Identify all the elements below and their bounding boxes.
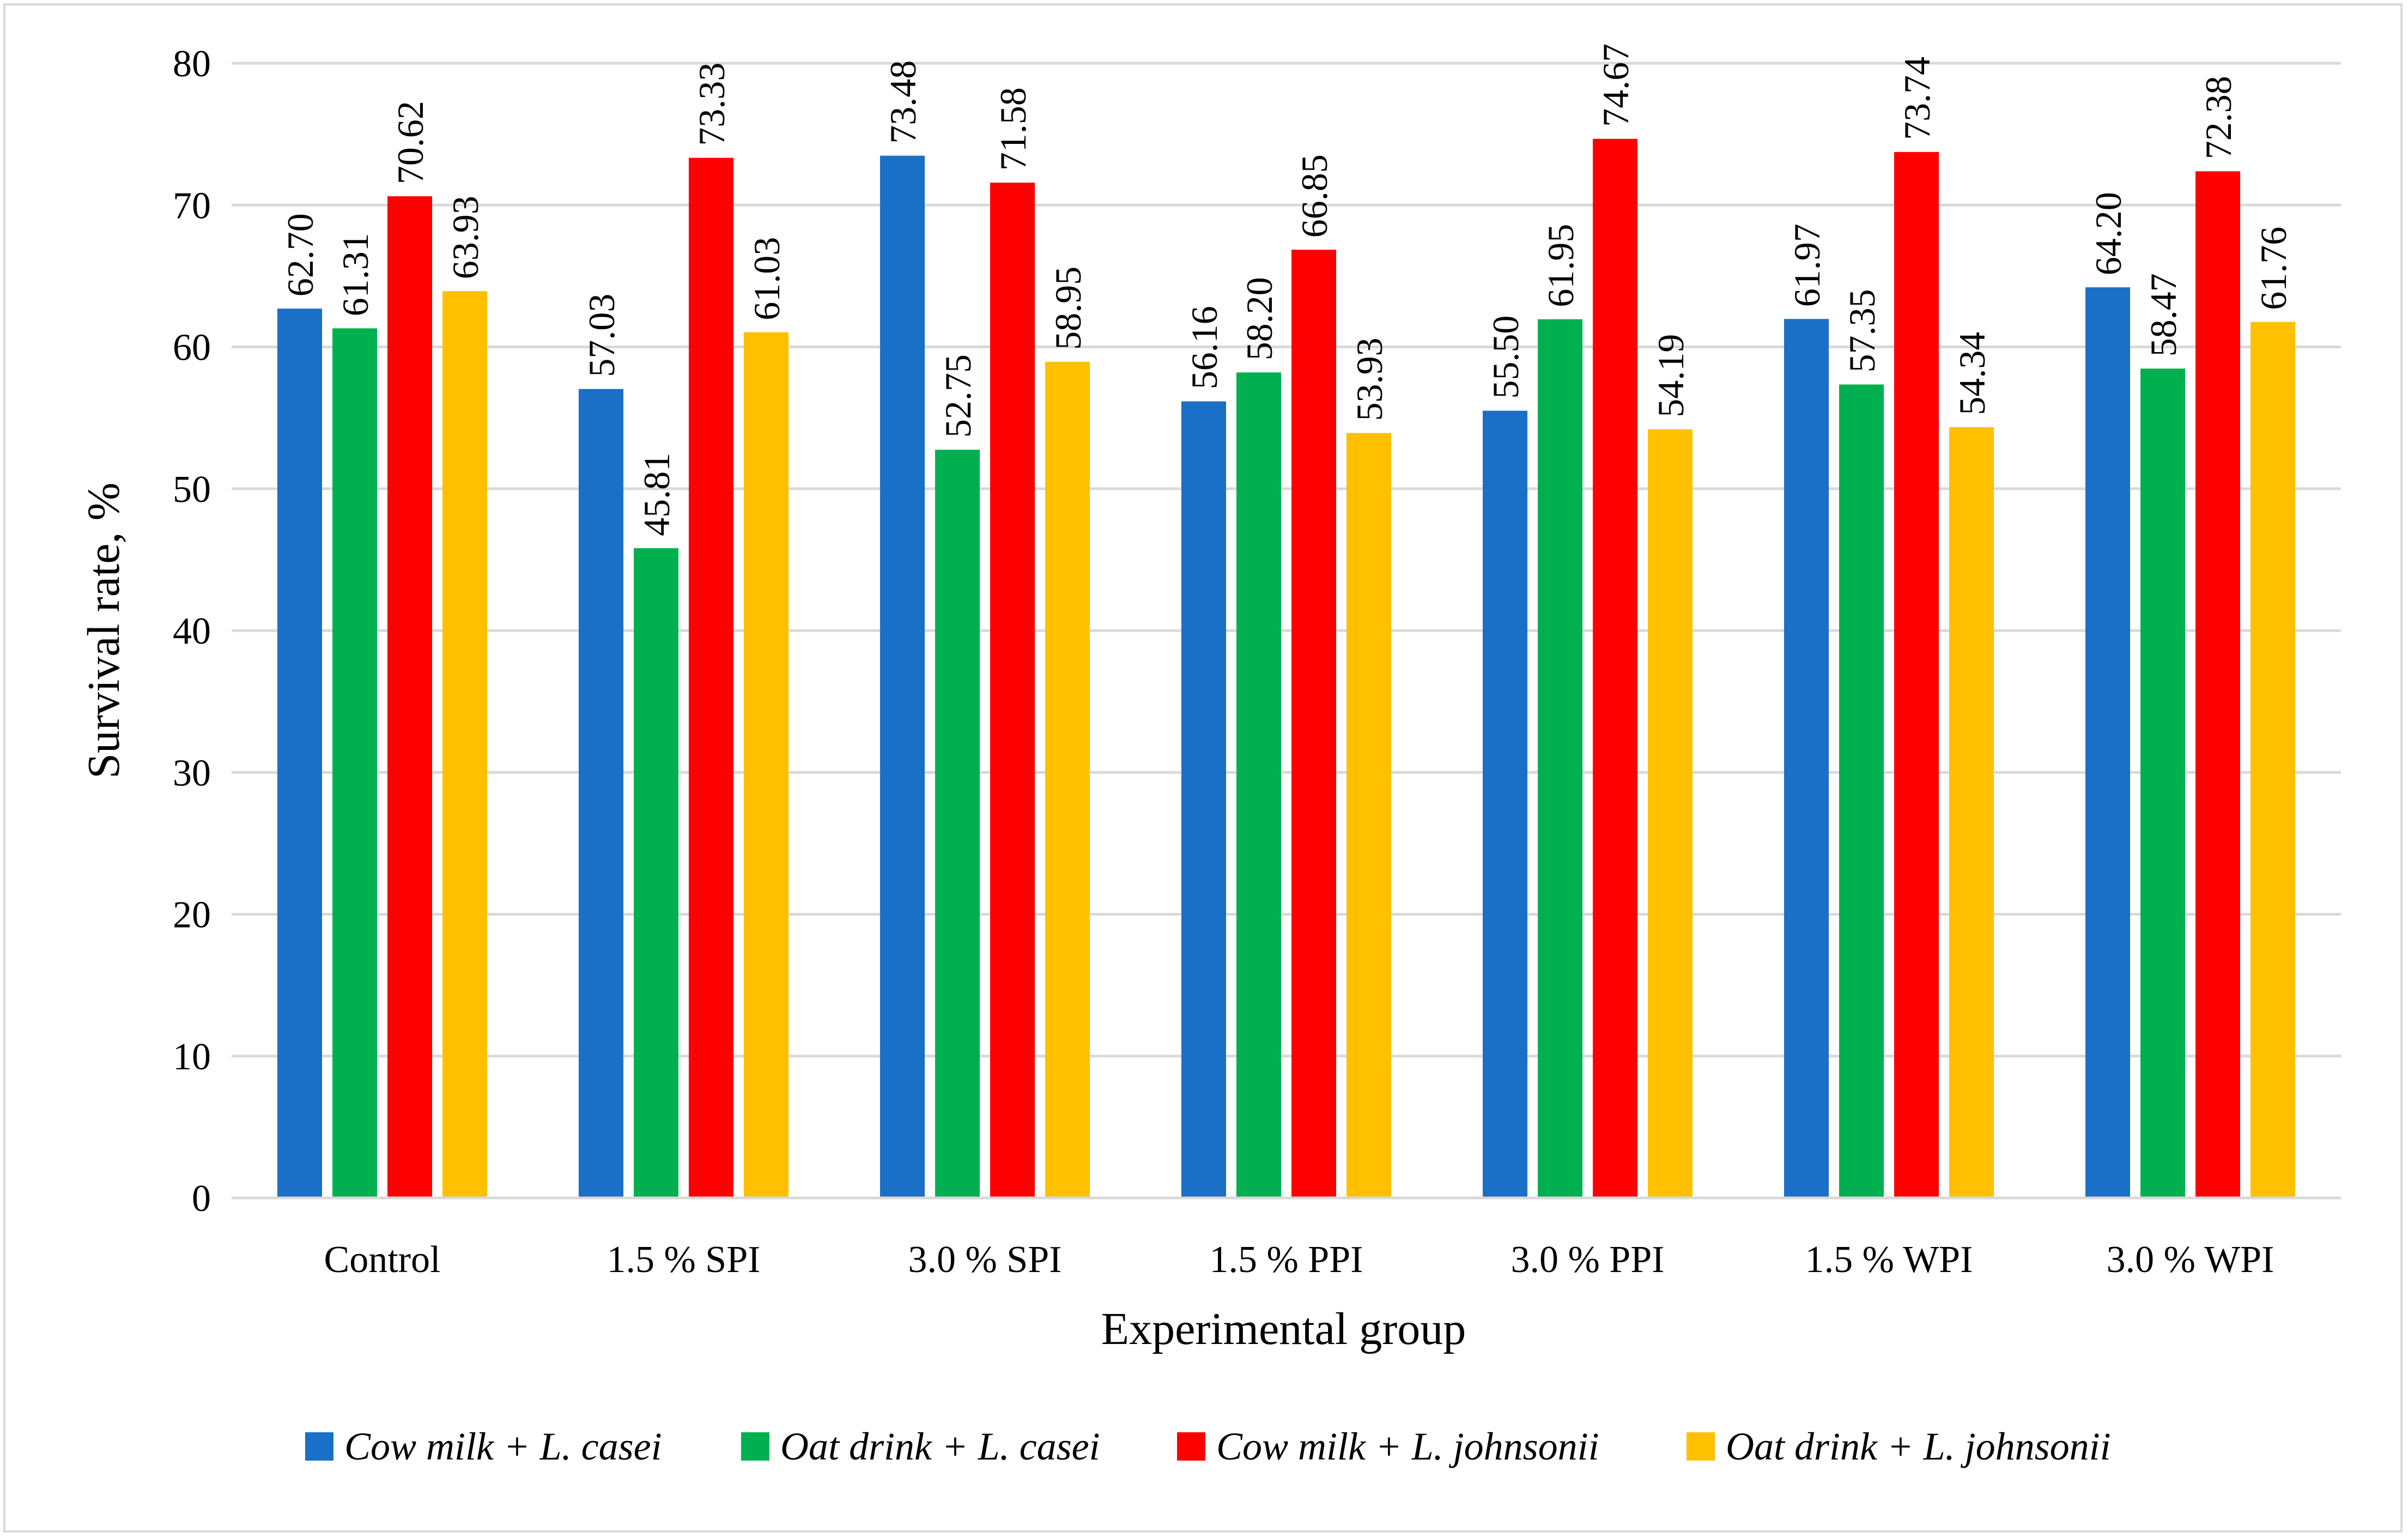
legend-label: Oat drink + L. johnsonii <box>1726 1425 2111 1468</box>
x-tick-label: 1.5 % PPI <box>1210 1239 1363 1281</box>
y-tick-label: 30 <box>173 752 211 794</box>
data-label: 72.38 <box>2198 76 2239 159</box>
x-axis-title: Experimental group <box>1101 1304 1466 1354</box>
data-label: 71.58 <box>992 87 1034 171</box>
bar <box>332 328 377 1198</box>
data-label: 54.34 <box>1951 332 1993 415</box>
y-tick-label: 60 <box>173 327 211 369</box>
bar <box>1483 410 1527 1198</box>
data-label: 57.35 <box>1841 289 1883 372</box>
data-label: 61.31 <box>335 233 376 316</box>
gridlines <box>232 62 2341 1058</box>
bar <box>1291 250 1336 1198</box>
bar <box>277 308 322 1198</box>
x-tick-label: 3.0 % SPI <box>908 1239 1062 1281</box>
bar <box>442 291 487 1198</box>
data-label: 58.47 <box>2143 273 2184 356</box>
legend-label: Cow milk + L. johnsonii <box>1216 1425 1599 1468</box>
x-tick-label: 1.5 % SPI <box>607 1239 761 1281</box>
legend-swatch <box>1177 1432 1205 1461</box>
data-label: 66.85 <box>1294 154 1335 238</box>
y-tick-label: 10 <box>173 1036 211 1078</box>
bar <box>1236 372 1281 1198</box>
bar <box>1648 429 1693 1198</box>
data-label: 61.97 <box>1786 223 1828 307</box>
bar <box>1538 319 1582 1198</box>
data-label: 64.20 <box>2088 192 2129 275</box>
bar <box>744 332 788 1198</box>
bar <box>1894 152 1939 1198</box>
data-label: 62.70 <box>280 213 321 296</box>
legend-label: Oat drink + L. casei <box>780 1425 1100 1468</box>
legend-swatch <box>305 1432 333 1461</box>
y-axis-title: Survival rate, % <box>78 482 129 779</box>
data-label: 73.74 <box>1896 57 1938 140</box>
data-label: 58.20 <box>1239 277 1280 360</box>
tick-labels: 0 10 20 30 40 50 60 70 80 Control 1.5 % SPI 3.0 % S… <box>173 43 2274 1281</box>
data-label: 52.75 <box>937 354 979 438</box>
bar <box>2140 368 2185 1198</box>
data-label: 58.95 <box>1047 267 1089 350</box>
data-label: 45.81 <box>636 453 677 536</box>
x-tick-label: 3.0 % PPI <box>1511 1239 1665 1281</box>
bar <box>935 450 980 1198</box>
bar <box>689 158 733 1198</box>
bar <box>1045 361 1090 1198</box>
bar <box>1839 384 1884 1198</box>
y-tick-label: 80 <box>173 43 211 85</box>
y-tick-label: 70 <box>173 185 211 227</box>
x-tick-label: 1.5 % WPI <box>1805 1239 1973 1281</box>
data-label: 54.19 <box>1650 334 1691 417</box>
y-tick-label: 40 <box>173 610 211 652</box>
data-label: 61.76 <box>2253 227 2294 310</box>
y-tick-label: 0 <box>192 1178 211 1220</box>
data-labels: 62.70 61.31 70.62 63.93 57.03 45.81 73.33 61.03… <box>280 44 2294 536</box>
bars <box>277 138 2295 1198</box>
bar <box>387 196 432 1198</box>
bar <box>2251 322 2295 1198</box>
legend-swatch <box>1687 1432 1715 1461</box>
bar <box>1784 319 1829 1198</box>
bar <box>579 389 623 1198</box>
bar <box>880 155 925 1198</box>
x-tick-label: 3.0 % WPI <box>2107 1239 2274 1281</box>
data-label: 73.48 <box>882 60 924 144</box>
legend: Cow milk + L. casei Oat drink + L. casei C… <box>305 1425 2111 1468</box>
data-label: 63.93 <box>445 196 486 279</box>
y-tick-label: 20 <box>173 894 211 936</box>
y-tick-label: 50 <box>173 469 211 511</box>
bar <box>1593 138 1637 1198</box>
data-label: 57.03 <box>581 294 622 377</box>
data-label: 70.62 <box>390 101 431 184</box>
data-label: 74.67 <box>1595 44 1636 127</box>
x-tick-label: Control <box>324 1239 441 1281</box>
legend-swatch <box>741 1432 769 1461</box>
data-label: 53.93 <box>1349 337 1390 421</box>
data-label: 56.16 <box>1184 306 1225 389</box>
data-label: 73.33 <box>691 63 732 146</box>
bar <box>634 548 678 1198</box>
bar <box>990 183 1035 1198</box>
bar <box>2085 287 2130 1198</box>
data-label: 61.03 <box>746 237 787 320</box>
legend-label: Cow milk + L. casei <box>344 1425 662 1468</box>
bar <box>2195 171 2240 1198</box>
bar <box>1181 401 1226 1198</box>
bar <box>1949 427 1994 1198</box>
bar <box>1346 433 1391 1198</box>
data-label: 61.95 <box>1540 224 1581 307</box>
data-label: 55.50 <box>1485 316 1526 399</box>
